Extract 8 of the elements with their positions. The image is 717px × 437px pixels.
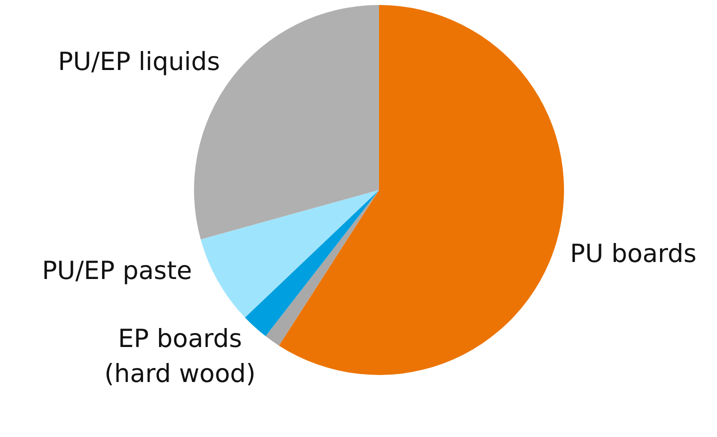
slice-label: PU/EP liquids: [58, 47, 220, 76]
slice-label: PU/EP paste: [42, 256, 192, 285]
pie-slice: [244, 190, 379, 336]
slice-label: EP boards: [118, 324, 242, 353]
slice-label: PU boards: [570, 239, 697, 268]
pie-slice: [200, 190, 379, 318]
slice-label: (hard wood): [104, 359, 256, 388]
pie-slice: [278, 5, 564, 375]
